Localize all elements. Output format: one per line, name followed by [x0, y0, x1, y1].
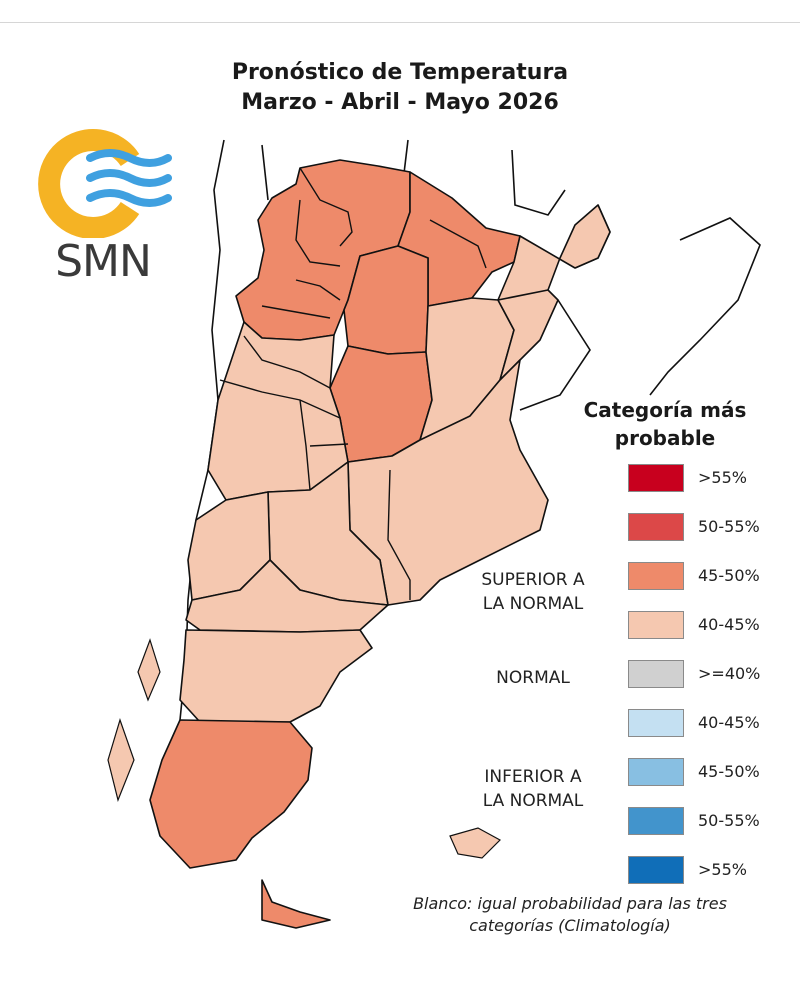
note-line-2: categorías (Climatología)	[469, 916, 671, 935]
map-title: Pronóstico de Temperatura Marzo - Abril …	[150, 58, 650, 118]
legend-group-inferior: INFERIOR A LA NORMAL	[448, 765, 618, 813]
coast-brazil	[649, 217, 761, 396]
border-bolivia	[261, 144, 269, 201]
boundary-mendoza	[299, 399, 311, 491]
legend-label: >=40%	[698, 664, 761, 683]
region-tierra-del-fuego	[261, 879, 331, 929]
top-divider	[0, 22, 800, 23]
legend-swatch	[628, 562, 684, 590]
region-misiones	[497, 204, 611, 301]
region-santa-cruz	[149, 719, 313, 869]
legend-label: 40-45%	[698, 713, 760, 732]
region-rio-negro	[185, 559, 389, 633]
boundary-bsas-south	[387, 469, 411, 600]
legend-swatch	[628, 709, 684, 737]
legend-label: >55%	[698, 860, 747, 879]
border-paraguay	[511, 149, 566, 216]
legend-title: Categoría más probable	[550, 396, 780, 452]
boundary-tucuman	[295, 279, 341, 301]
legend-group-inferior-line-1: INFERIOR A	[484, 767, 582, 787]
legend-title-line-1: Categoría más	[583, 398, 747, 422]
legend-swatch	[628, 513, 684, 541]
boundary-sanjuan	[219, 379, 341, 419]
island-chiloe	[137, 638, 161, 702]
legend-title-line-2: probable	[614, 426, 716, 450]
boundary-formosa	[429, 219, 487, 269]
region-corrientes	[497, 289, 559, 381]
boundary-salta	[295, 199, 341, 267]
region-cuyo	[207, 321, 349, 501]
smn-logo: SMN	[38, 128, 178, 288]
legend-group-superior-line-1: SUPERIOR A	[481, 570, 585, 590]
legend-swatch	[628, 856, 684, 884]
island-archipelago	[107, 718, 135, 802]
boundary-sanluis	[309, 443, 349, 447]
border-uruguay	[519, 299, 591, 411]
legend-group-superior-line-2: LA NORMAL	[482, 594, 584, 614]
legend-swatch	[628, 660, 684, 688]
legend-group-superior: SUPERIOR A LA NORMAL	[448, 568, 618, 616]
legend-label: 45-50%	[698, 566, 760, 585]
province-shapes	[149, 159, 611, 929]
legend-swatch	[628, 807, 684, 835]
boundary-jujuy	[299, 167, 353, 247]
southern-islands	[107, 638, 501, 859]
region-chubut	[179, 629, 373, 723]
boundary-larioja	[243, 335, 331, 389]
internal-boundaries	[219, 167, 487, 600]
legend-label: >55%	[698, 468, 747, 487]
legend-label: 40-45%	[698, 615, 760, 634]
legend-group-inferior-line-2: LA NORMAL	[482, 791, 584, 811]
legend-swatch	[628, 758, 684, 786]
legend-label: 50-55%	[698, 517, 760, 536]
climatology-note: Blanco: igual probabilidad para las tres…	[360, 893, 780, 937]
legend-label: 45-50%	[698, 762, 760, 781]
argentina-map	[107, 139, 761, 929]
island-malvinas	[449, 827, 501, 859]
legend-swatch	[628, 464, 684, 492]
title-line-1: Pronóstico de Temperatura	[231, 60, 569, 85]
boundary-catamarca	[261, 305, 331, 319]
note-line-1: Blanco: igual probabilidad para las tres	[413, 894, 727, 913]
legend-label: 50-55%	[698, 811, 760, 830]
title-line-2: Marzo - Abril - Mayo 2026	[241, 90, 559, 115]
legend-swatch	[628, 611, 684, 639]
logo-text: SMN	[55, 236, 152, 287]
legend-group-normal: NORMAL	[496, 668, 570, 688]
smn-logo-icon	[38, 129, 172, 239]
